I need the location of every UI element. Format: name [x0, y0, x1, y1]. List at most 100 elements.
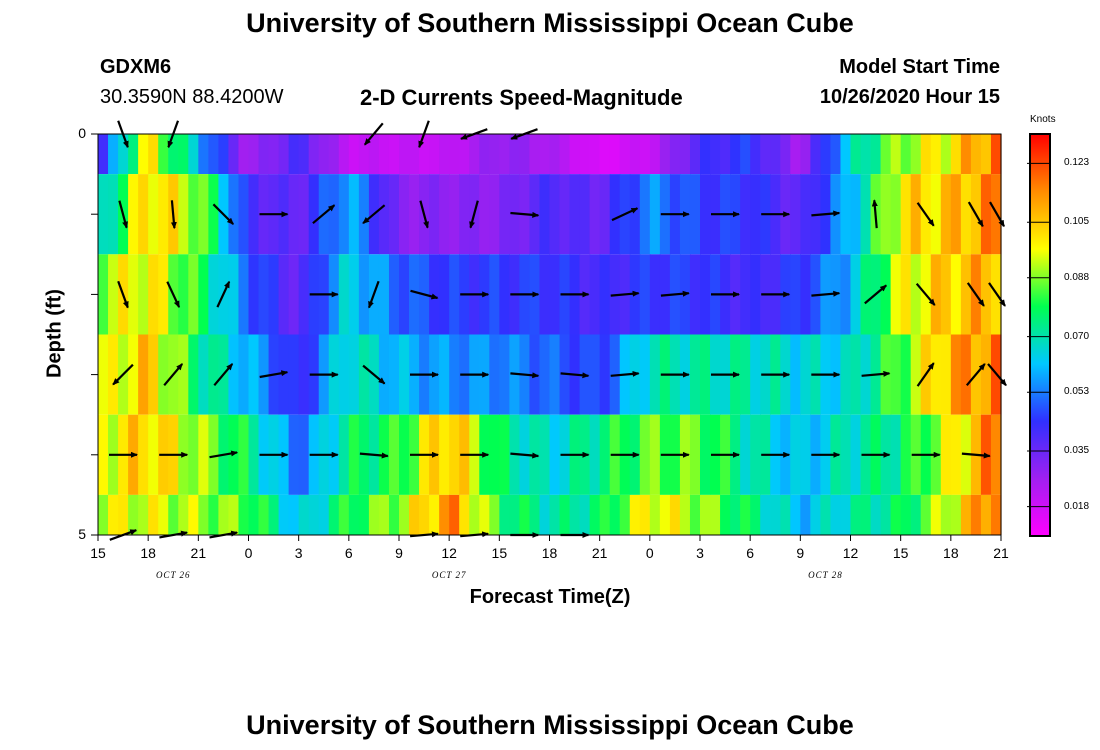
x-tick-label: 21 [993, 545, 1009, 561]
heatmap-cell [238, 334, 250, 415]
heatmap-cell [348, 254, 360, 335]
heatmap-cell [108, 134, 119, 175]
heatmap-cell [368, 494, 380, 535]
heatmap-cell [98, 254, 109, 335]
plot-title: 2-D Currents Speed-Magnitude [360, 85, 683, 110]
heatmap-cell [810, 494, 821, 535]
heatmap-cell [720, 134, 731, 175]
heatmap-cell [228, 254, 240, 335]
heatmap-cell [710, 134, 721, 175]
heatmap-cell [298, 334, 310, 415]
heatmap-cell [298, 254, 310, 335]
heatmap-cell [499, 334, 510, 415]
heatmap-cell [248, 134, 260, 175]
heatmap-cell [108, 174, 119, 255]
heatmap-cell [128, 254, 139, 335]
heatmap-cell [238, 494, 250, 535]
heatmap-cell [900, 494, 912, 535]
heatmap-cell [188, 254, 199, 335]
heatmap-cell [348, 174, 360, 255]
x-tick-label: 18 [943, 545, 959, 561]
heatmap-cell [358, 254, 370, 335]
heatmap-cell [940, 134, 952, 175]
heatmap-cell [208, 334, 219, 415]
heatmap-cell [890, 334, 902, 415]
date-label: OCT 27 [431, 570, 467, 580]
heatmap-cell [388, 254, 400, 335]
heatmap-cell [589, 414, 601, 495]
colorbar-tick-label: 0.053 [1064, 386, 1090, 398]
heatmap-cell [910, 174, 922, 255]
heatmap-cell [589, 174, 601, 255]
current-vector-arrow [212, 203, 234, 225]
heatmap-cell [409, 134, 420, 175]
heatmap-cell [208, 174, 219, 255]
heatmap-cell [348, 134, 360, 175]
heatmap-cell [800, 134, 811, 175]
heatmap-cell [248, 254, 260, 335]
heatmap-cell [840, 334, 852, 415]
heatmap-cell [910, 494, 922, 535]
heatmap-cell [649, 134, 661, 175]
heatmap-cell [880, 174, 892, 255]
heatmap-cell [449, 174, 460, 255]
heatmap-cell [469, 134, 480, 175]
heatmap-cell [228, 174, 240, 255]
current-vector-arrow [966, 282, 985, 307]
heatmap-cell [649, 174, 661, 255]
heatmap-cell [890, 134, 902, 175]
heatmap-cell [559, 134, 571, 175]
heatmap-cell [98, 174, 109, 255]
heatmap-cell [529, 494, 541, 535]
heatmap-cell [118, 134, 129, 175]
heatmap-cell [639, 494, 651, 535]
heatmap-cell [459, 494, 470, 535]
heatmap-cell [599, 134, 611, 175]
heatmap-cell [890, 494, 902, 535]
heatmap-cell [930, 134, 942, 175]
heatmap-cell [800, 334, 811, 415]
heatmap-cell [338, 254, 350, 335]
colorbar-unit-label: Knots [1030, 114, 1056, 125]
heatmap-cell [429, 134, 440, 175]
heatmap-cell [419, 134, 430, 175]
heatmap-cell [358, 494, 370, 535]
heatmap-cell [639, 254, 651, 335]
heatmap-cell [188, 494, 199, 535]
x-tick-label: 15 [491, 545, 508, 561]
heatmap-cell [228, 334, 240, 415]
heatmap-cell [288, 334, 300, 415]
heatmap-cell [358, 174, 370, 255]
heatmap-cell [750, 254, 761, 335]
x-tick-label: 9 [796, 545, 805, 561]
heatmap-cell [178, 134, 189, 175]
heatmap-cell [158, 494, 169, 535]
heatmap-cell [328, 174, 340, 255]
heatmap-cell [298, 134, 310, 175]
heatmap-cell [278, 134, 290, 175]
heatmap-cell [960, 174, 972, 255]
heatmap-cell [860, 134, 872, 175]
heatmap-cell [148, 174, 159, 255]
heatmap-cell [850, 254, 862, 335]
heatmap-cell [770, 494, 781, 535]
heatmap-cell [599, 174, 611, 255]
heatmap-cell [950, 334, 962, 415]
x-tick-label: 3 [294, 545, 303, 561]
heatmap-cell [639, 174, 651, 255]
heatmap-cell [599, 414, 611, 495]
colorbar-tick-label: 0.035 [1064, 445, 1090, 457]
heatmap-cell [689, 134, 701, 175]
x-tick-label: 9 [395, 545, 403, 561]
current-vector-arrow [610, 370, 640, 377]
heatmap-cell [970, 494, 982, 535]
heatmap-cell [539, 254, 551, 335]
date-label: OCT 26 [155, 570, 191, 580]
heatmap-cell [980, 494, 992, 535]
heatmap-cell [298, 414, 310, 495]
heatmap-cell [258, 494, 270, 535]
heatmap-cell [569, 494, 581, 535]
y-tick-label: 0 [78, 125, 86, 141]
heatmap-cell [629, 134, 641, 175]
current-vector-arrow [170, 200, 177, 230]
